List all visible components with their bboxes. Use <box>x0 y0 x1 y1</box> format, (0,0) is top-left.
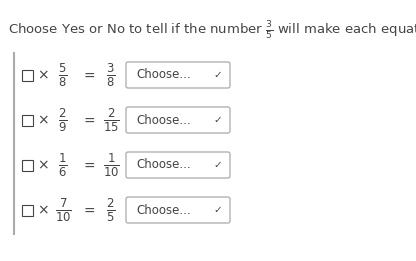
Text: Choose Yes or No to tell if the number $\frac{3}{5}$ will make each equation tru: Choose Yes or No to tell if the number $… <box>8 20 416 42</box>
Text: $\frac{1}{10}$: $\frac{1}{10}$ <box>103 151 119 179</box>
Text: $\frac{7}{10}$: $\frac{7}{10}$ <box>54 196 72 224</box>
Text: $\times$: $\times$ <box>37 158 49 172</box>
Text: ✓: ✓ <box>214 70 223 80</box>
Text: $=$: $=$ <box>81 158 95 172</box>
Text: $\frac{5}{8}$: $\frac{5}{8}$ <box>58 61 68 89</box>
Text: $\frac{3}{8}$: $\frac{3}{8}$ <box>106 61 116 89</box>
Text: Choose...: Choose... <box>136 114 191 127</box>
FancyBboxPatch shape <box>126 152 230 178</box>
Text: $=$: $=$ <box>81 68 95 82</box>
Bar <box>22 159 33 170</box>
Text: Choose...: Choose... <box>136 68 191 81</box>
Text: ✓: ✓ <box>214 160 223 170</box>
Bar <box>22 205 33 216</box>
Text: $\times$: $\times$ <box>37 113 49 127</box>
Text: $=$: $=$ <box>81 203 95 217</box>
Text: $\frac{2}{9}$: $\frac{2}{9}$ <box>58 106 68 134</box>
Text: ✓: ✓ <box>214 115 223 125</box>
Text: $\frac{2}{15}$: $\frac{2}{15}$ <box>103 106 119 134</box>
Text: $\times$: $\times$ <box>37 203 49 217</box>
FancyBboxPatch shape <box>126 197 230 223</box>
Text: ✓: ✓ <box>214 205 223 215</box>
Text: $=$: $=$ <box>81 113 95 127</box>
Bar <box>22 69 33 80</box>
Bar <box>22 115 33 126</box>
Text: $\frac{2}{5}$: $\frac{2}{5}$ <box>106 196 116 224</box>
Text: Choose...: Choose... <box>136 204 191 217</box>
Text: $\times$: $\times$ <box>37 68 49 82</box>
Text: $\frac{1}{6}$: $\frac{1}{6}$ <box>58 151 68 179</box>
Text: Choose...: Choose... <box>136 158 191 171</box>
FancyBboxPatch shape <box>126 62 230 88</box>
FancyBboxPatch shape <box>126 107 230 133</box>
